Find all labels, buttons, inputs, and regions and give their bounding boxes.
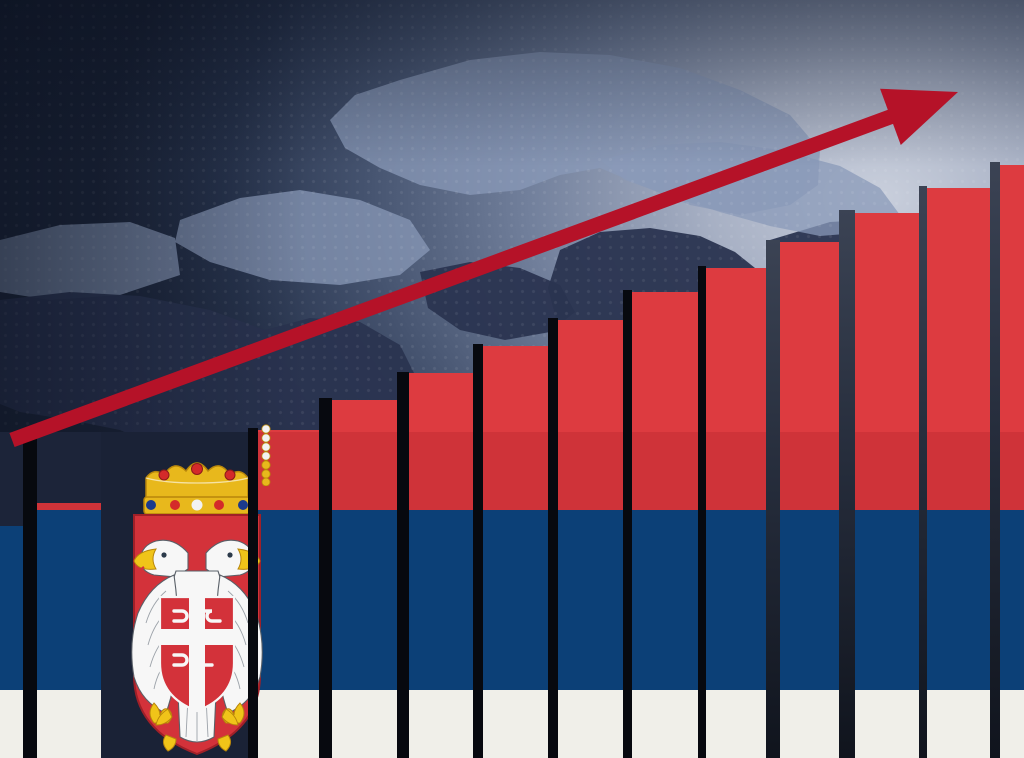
bar-gap-12	[990, 162, 1000, 758]
bar-gap-5	[473, 344, 483, 758]
bar-gap-10	[839, 210, 855, 758]
bar-gap-6	[548, 318, 558, 758]
bar-gap-1	[23, 432, 37, 758]
bar-gap-3	[319, 398, 332, 758]
bar-gap-7	[623, 290, 632, 758]
bar-gap-9	[766, 240, 780, 758]
bar-gap-8	[698, 266, 706, 758]
bar-gap-2	[248, 428, 258, 758]
flag-finial-ornament	[258, 424, 274, 487]
bar-gap-4	[397, 372, 409, 758]
bar-gap-11	[919, 186, 927, 758]
